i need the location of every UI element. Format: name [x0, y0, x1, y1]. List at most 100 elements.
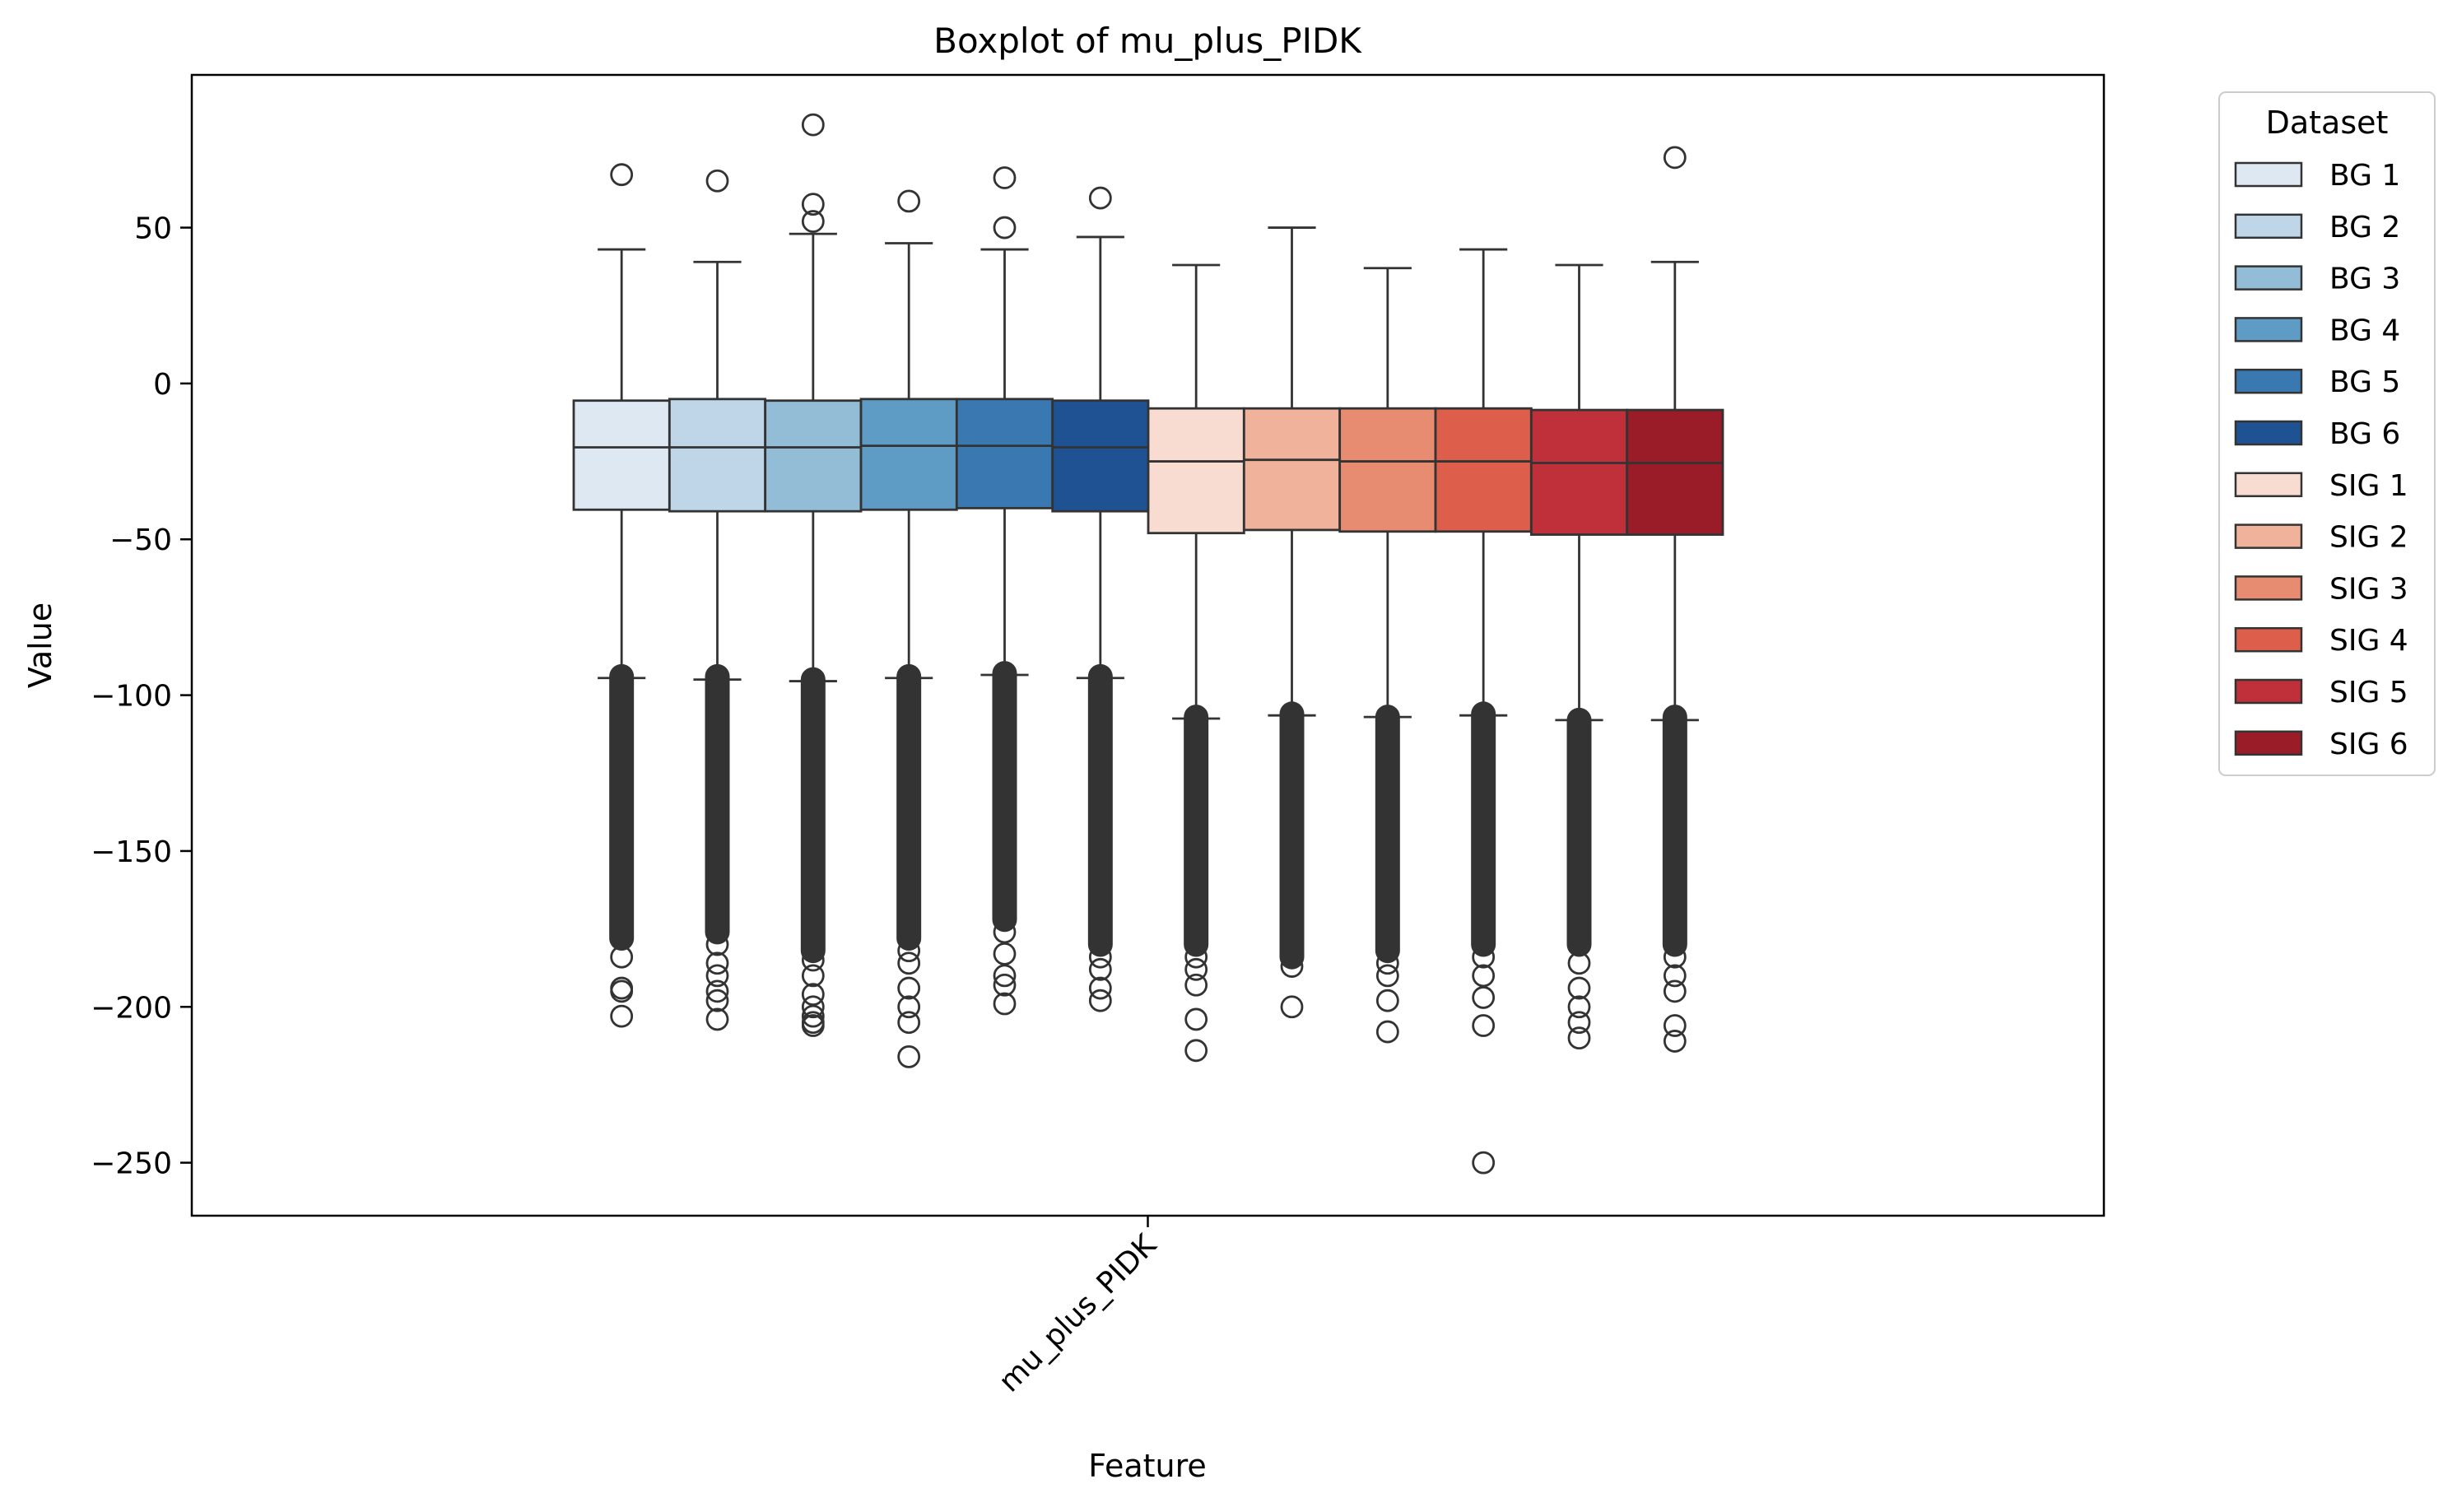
legend-items: BG 1 BG 2 BG 3 BG 4 BG 5 BG 6 SIG 1 SIG 2 SIG 3 S…: [2234, 159, 2408, 761]
outlier-point: [1088, 989, 1112, 1012]
box-iqr: [1338, 407, 1437, 533]
outlier-point: [705, 933, 729, 956]
box-sig-1: [1147, 263, 1245, 1063]
legend-label: SIG 3: [2329, 572, 2408, 606]
outlier-point: [1088, 186, 1112, 210]
outlier-point: [1280, 995, 1304, 1019]
box-sig-2: [1242, 226, 1342, 1019]
x-axis-label: Feature: [1088, 1448, 1207, 1484]
legend-swatch: [2234, 368, 2303, 394]
outlier-point: [801, 1014, 825, 1037]
outlier-point: [897, 1011, 921, 1035]
legend-label: BG 3: [2329, 263, 2400, 296]
box-sig-3: [1338, 267, 1437, 1044]
box-series-group: [572, 113, 1724, 1175]
legend-frame: [2218, 91, 2436, 776]
legend-swatch: [2234, 472, 2303, 498]
outlier-point: [705, 1007, 729, 1031]
box-bg-5: [955, 166, 1054, 1016]
outlier-point: [801, 964, 825, 988]
box-iqr: [668, 398, 767, 513]
outlier-point: [1663, 1030, 1687, 1053]
outlier-point: [801, 995, 825, 1019]
outlier-point: [801, 193, 825, 216]
outlier-point: [993, 992, 1017, 1016]
y-tick-label: 50: [134, 212, 172, 246]
box-sig-4: [1434, 248, 1533, 1175]
box-sig-5: [1529, 263, 1629, 1050]
legend-label: SIG 2: [2329, 521, 2408, 555]
box-bg-1: [572, 163, 671, 1028]
outlier-point: [801, 210, 825, 233]
box-bg-4: [859, 189, 958, 1068]
outlier-point: [1184, 973, 1208, 997]
outlier-point: [1088, 957, 1112, 981]
outlier-point: [897, 189, 921, 213]
outlier-point: [1567, 1026, 1591, 1050]
legend-swatch: [2234, 213, 2303, 240]
outlier-point: [1472, 1151, 1496, 1175]
outlier-point: [1280, 955, 1304, 978]
outlier-point: [1375, 964, 1399, 988]
outlier-point: [1375, 951, 1399, 975]
box-iqr: [1626, 408, 1724, 536]
box-sig-6: [1626, 146, 1724, 1053]
legend-swatch: [2234, 420, 2303, 446]
legend-swatch: [2234, 678, 2303, 705]
legend-label: SIG 5: [2329, 676, 2408, 709]
outlier-point: [610, 945, 634, 969]
outlier-point: [993, 973, 1017, 997]
x-axis: mu_plus_PIDK: [993, 1216, 1164, 1399]
box-iqr: [1242, 407, 1342, 532]
y-tick-label: −200: [91, 991, 172, 1025]
outlier-point: [993, 166, 1017, 189]
legend-label: SIG 4: [2329, 624, 2408, 658]
chart-title: Boxplot of mu_plus_PIDK: [933, 21, 1362, 61]
legend-swatch: [2234, 626, 2303, 653]
outlier-point: [610, 979, 634, 1003]
outlier-point: [1184, 945, 1208, 969]
box-iqr: [859, 398, 958, 511]
outlier-point: [1184, 957, 1208, 981]
y-axis: 50 0 −50 −100 −150 −200 −250: [91, 212, 192, 1181]
box-iqr: [1529, 408, 1629, 536]
legend-title: Dataset: [2266, 105, 2389, 141]
legend: Dataset BG 1 BG 2 BG 3 BG 4 BG 5 BG 6 SIG 1 SIG…: [2218, 91, 2436, 776]
legend-label: BG 6: [2329, 417, 2400, 451]
box-iqr: [955, 398, 1054, 509]
outlier-point: [897, 951, 921, 975]
outlier-point: [705, 169, 729, 193]
plot-area-frame: [190, 73, 2106, 1217]
outlier-point: [801, 1004, 825, 1028]
y-axis-label: Value: [22, 602, 58, 688]
outlier-point: [610, 1004, 634, 1028]
outlier-point: [1472, 945, 1496, 969]
y-tick-label: 0: [153, 368, 172, 402]
legend-label: BG 4: [2329, 314, 2400, 347]
box-bg-2: [668, 169, 767, 1031]
outlier-point: [897, 939, 921, 963]
outlier-point: [897, 976, 921, 1000]
outlier-point: [1375, 1020, 1399, 1044]
outlier-point: [801, 948, 825, 972]
x-tick-label: mu_plus_PIDK: [993, 1227, 1164, 1398]
box-bg-3: [764, 113, 863, 1037]
outlier-point: [993, 920, 1017, 944]
legend-label: SIG 1: [2329, 469, 2408, 503]
y-tick-label: −250: [91, 1147, 172, 1181]
outlier-point: [1663, 945, 1687, 969]
y-tick-label: −100: [91, 680, 172, 714]
outlier-point: [993, 964, 1017, 988]
outlier-point: [1567, 995, 1591, 1019]
legend-swatch: [2234, 161, 2303, 188]
outlier-point: [1184, 1007, 1208, 1031]
outlier-point: [1375, 989, 1399, 1012]
outlier-point: [1088, 976, 1112, 1000]
legend-swatch: [2234, 317, 2303, 342]
outlier-point: [1184, 1039, 1208, 1063]
outlier-point: [801, 983, 825, 1007]
y-tick-label: −50: [109, 523, 172, 557]
outlier-point: [897, 995, 921, 1019]
outlier-point: [801, 113, 825, 137]
